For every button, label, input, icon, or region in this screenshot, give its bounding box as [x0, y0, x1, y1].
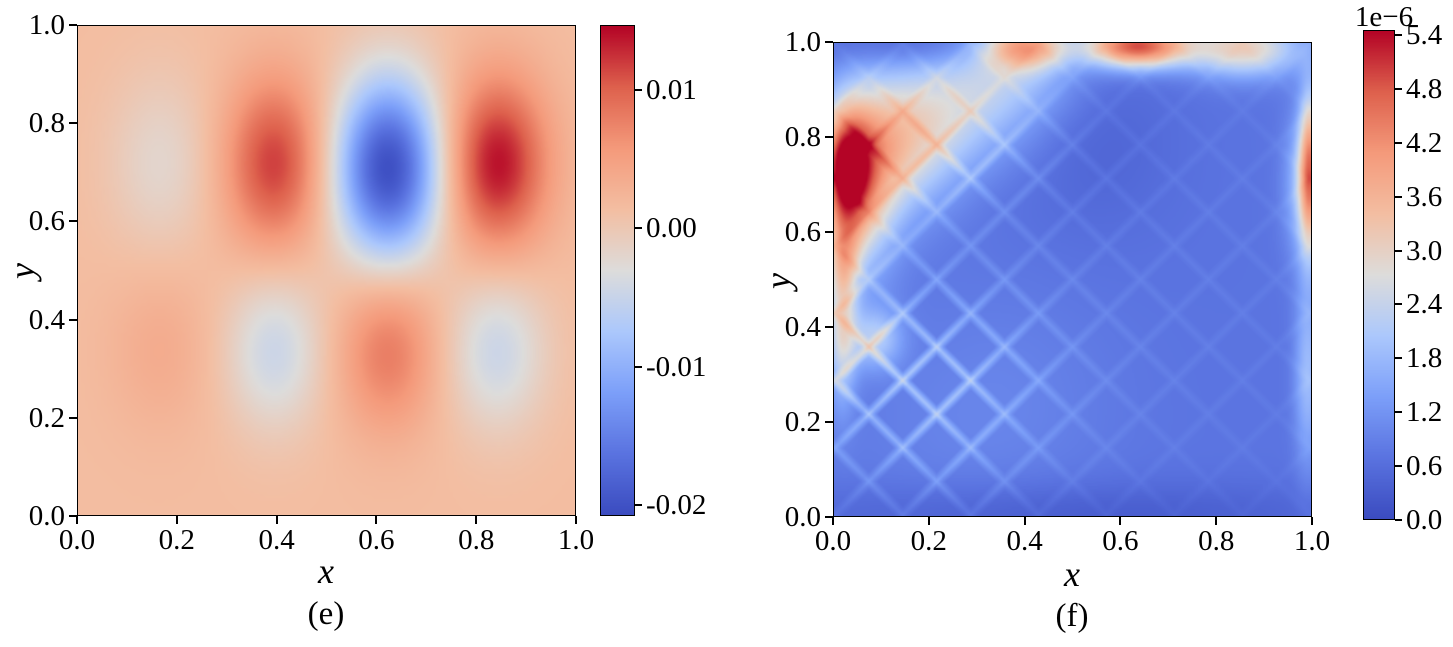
- x-tick-label-e: 0.0: [58, 524, 96, 556]
- colorbar-tick-label-f: 4.2: [1406, 126, 1443, 159]
- y-tick-label-f: 1.0: [784, 26, 821, 58]
- x-tick-mark-e: [475, 516, 478, 524]
- colorbar-tick-label-f: 1.2: [1406, 396, 1443, 429]
- heatmap-plot-f: [833, 42, 1312, 517]
- x-tick-mark-f: [927, 517, 930, 525]
- y-tick-label-e: 1.0: [28, 9, 65, 41]
- colorbar-tick-label-e: -0.02: [646, 488, 707, 521]
- x-tick-label-f: 0.2: [910, 525, 947, 557]
- colorbar-tick-mark-f: [1395, 87, 1402, 90]
- x-tick-mark-e: [275, 516, 278, 524]
- heatmap-canvas-e: [78, 26, 575, 515]
- heatmap-canvas-f: [834, 43, 1311, 516]
- y-tick-label-f: 0.6: [784, 216, 821, 248]
- x-tick-mark-f: [1023, 517, 1026, 525]
- x-tick-label-f: 0.8: [1198, 525, 1235, 557]
- y-axis-label-e: y: [2, 263, 42, 279]
- x-tick-label-e: 0.6: [358, 524, 395, 556]
- y-tick-label-e: 0.8: [28, 107, 65, 140]
- colorbar-tick-label-f: 2.4: [1406, 288, 1443, 321]
- colorbar-tick-mark-e: [635, 503, 642, 506]
- colorbar-f: [1363, 30, 1395, 520]
- y-tick-label-e: 0.6: [28, 205, 65, 238]
- x-tick-mark-f: [1311, 517, 1313, 525]
- y-tick-mark-e: [69, 416, 77, 419]
- colorbar-tick-label-e: 0.01: [646, 74, 697, 106]
- panel-caption-f: (f): [1055, 598, 1089, 634]
- y-tick-mark-f: [825, 326, 833, 328]
- y-tick-mark-f: [825, 41, 833, 43]
- x-tick-label-f: 1.0: [1293, 525, 1331, 557]
- y-tick-label-f: 0.2: [784, 406, 821, 438]
- colorbar-tick-label-f: 5.4: [1406, 19, 1443, 52]
- x-axis-label-e: x: [318, 551, 334, 591]
- y-tick-mark-f: [825, 136, 833, 138]
- colorbar-tick-mark-f: [1395, 249, 1402, 252]
- colorbar-tick-label-f: 1.8: [1406, 342, 1443, 375]
- colorbar-canvas-e: [601, 26, 634, 515]
- colorbar-tick-mark-f: [1395, 357, 1402, 360]
- y-tick-mark-f: [825, 421, 833, 423]
- y-tick-label-e: 0.4: [28, 303, 65, 336]
- x-tick-mark-f: [1215, 517, 1218, 525]
- colorbar-tick-label-f: 3.6: [1406, 180, 1443, 213]
- y-tick-mark-e: [69, 318, 77, 321]
- x-axis-label-f: x: [1064, 554, 1080, 594]
- y-tick-label-f: 0.4: [784, 311, 821, 343]
- colorbar-tick-mark-f: [1395, 195, 1402, 198]
- y-tick-label-f: 0.0: [784, 501, 821, 533]
- colorbar-offset-label-f: 1e−6: [1354, 1, 1414, 33]
- y-tick-mark-e: [69, 122, 77, 125]
- y-tick-label-f: 0.8: [784, 121, 821, 153]
- y-axis-label-f: y: [758, 273, 798, 289]
- x-tick-mark-f: [1119, 517, 1122, 525]
- colorbar-tick-mark-f: [1395, 465, 1402, 468]
- colorbar-tick-mark-f: [1395, 34, 1402, 37]
- y-tick-mark-e: [69, 515, 77, 517]
- colorbar-tick-mark-f: [1395, 519, 1402, 521]
- x-tick-mark-e: [76, 516, 78, 524]
- x-tick-mark-e: [575, 516, 577, 524]
- colorbar-tick-label-f: 3.0: [1406, 234, 1443, 267]
- colorbar-tick-mark-e: [635, 365, 642, 368]
- colorbar-tick-mark-f: [1395, 411, 1402, 414]
- x-tick-label-e: 1.0: [557, 524, 595, 556]
- colorbar-tick-mark-e: [635, 89, 642, 91]
- x-tick-label-e: 0.4: [258, 524, 295, 556]
- colorbar-e: [600, 25, 635, 516]
- colorbar-tick-mark-f: [1395, 303, 1402, 306]
- y-tick-mark-f: [825, 516, 833, 518]
- x-tick-label-f: 0.4: [1006, 525, 1043, 557]
- y-tick-mark-e: [69, 220, 77, 223]
- y-tick-mark-e: [69, 24, 77, 26]
- x-tick-label-f: 0.6: [1102, 525, 1139, 557]
- y-tick-mark-f: [825, 231, 833, 233]
- colorbar-tick-label-f: 0.0: [1406, 504, 1443, 536]
- x-tick-mark-e: [175, 516, 178, 524]
- colorbar-tick-label-e: 0.00: [646, 212, 697, 245]
- x-tick-label-e: 0.2: [158, 524, 195, 556]
- y-tick-label-e: 0.0: [28, 500, 65, 532]
- colorbar-tick-label-f: 0.6: [1406, 450, 1443, 483]
- panel-caption-e: (e): [307, 596, 345, 632]
- colorbar-canvas-f: [1364, 31, 1394, 519]
- heatmap-plot-e: [77, 25, 576, 516]
- colorbar-tick-mark-e: [635, 227, 642, 230]
- colorbar-tick-label-f: 4.8: [1406, 72, 1443, 105]
- colorbar-tick-mark-f: [1395, 141, 1402, 144]
- x-tick-mark-e: [375, 516, 378, 524]
- x-tick-mark-f: [832, 517, 834, 525]
- x-tick-label-e: 0.8: [458, 524, 495, 556]
- colorbar-tick-label-e: -0.01: [646, 350, 707, 383]
- y-tick-label-e: 0.2: [28, 401, 65, 434]
- x-tick-label-f: 0.0: [814, 525, 852, 557]
